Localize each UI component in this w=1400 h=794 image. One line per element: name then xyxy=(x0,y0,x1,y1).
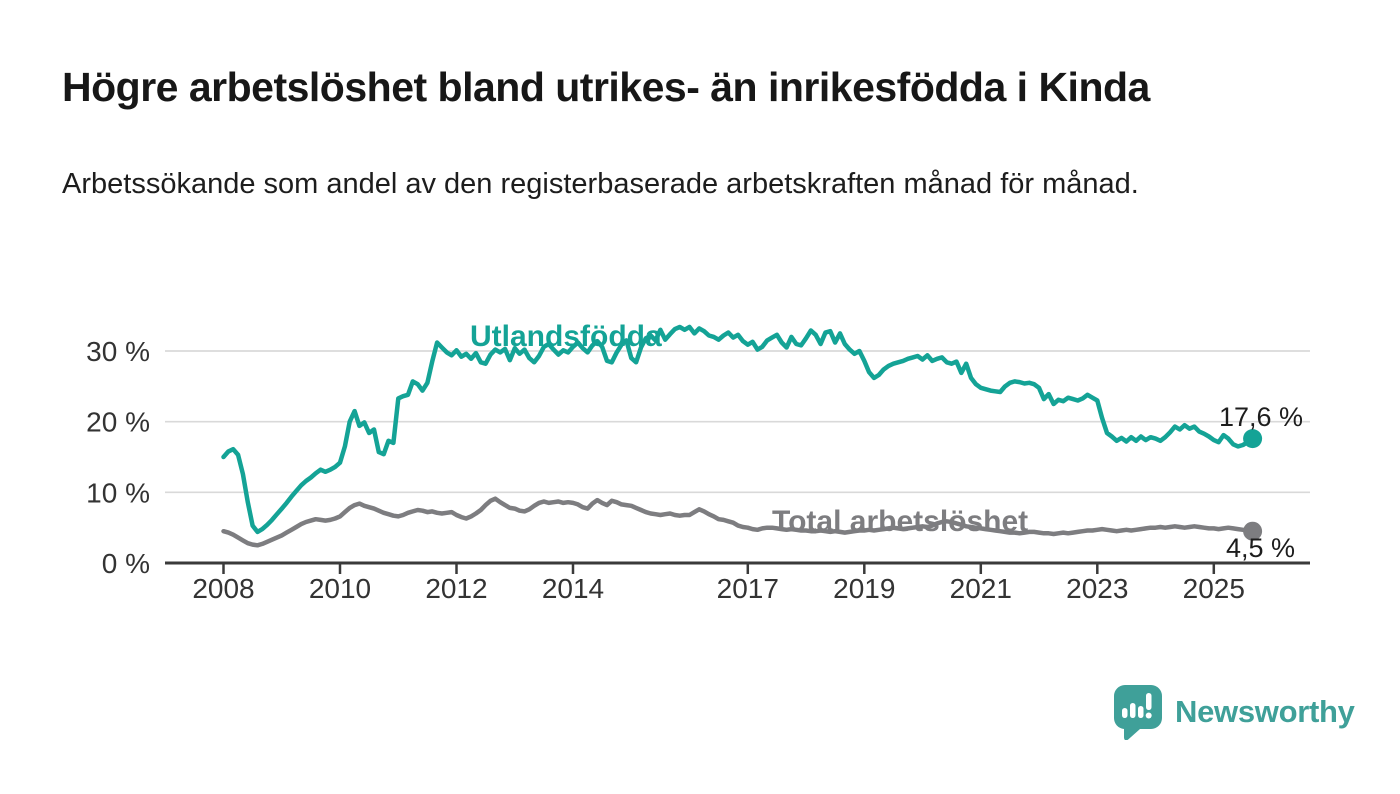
chart-subtitle: Arbetssökande som andel av den registerb… xyxy=(62,168,1139,200)
chart-title: Högre arbetslöshet bland utrikes- än inr… xyxy=(62,64,1150,110)
series-line-utlandsfodda xyxy=(221,324,1255,535)
x-tick-label-2023: 2023 xyxy=(1066,573,1128,604)
series-line-total xyxy=(221,496,1255,548)
x-tick-label-2019: 2019 xyxy=(833,573,895,604)
series-label-utlandsfodda: Utlandsfödda xyxy=(470,320,662,353)
newsworthy-brand-name: Newsworthy xyxy=(1175,694,1355,729)
x-tick-label-2021: 2021 xyxy=(950,573,1012,604)
x-tick-label-2012: 2012 xyxy=(425,573,487,604)
series-label-total-arbetsloshet: Total arbetslöshet xyxy=(772,505,1029,538)
x-tick-label-2017: 2017 xyxy=(717,573,779,604)
end-value-label-total: 4,5 % xyxy=(1226,533,1296,563)
y-tick-label-0: 0 % xyxy=(102,548,150,579)
end-value-label-utlandsfodda: 17,6 % xyxy=(1219,402,1304,432)
x-tick-label-2014: 2014 xyxy=(542,573,604,604)
x-tick-label-2025: 2025 xyxy=(1183,573,1245,604)
end-dot-utlandsfodda xyxy=(1243,429,1263,449)
x-tick-label-2010: 2010 xyxy=(309,573,371,604)
end-dot-total xyxy=(1243,521,1263,541)
x-tick-label-2008: 2008 xyxy=(192,573,254,604)
y-tick-label-30: 30 % xyxy=(86,336,150,367)
y-tick-label-10: 10 % xyxy=(86,477,150,508)
newsworthy-logo-icon xyxy=(1113,685,1162,740)
y-tick-label-20: 20 % xyxy=(86,407,150,438)
newsworthy-brand: Newsworthy xyxy=(1113,684,1355,740)
